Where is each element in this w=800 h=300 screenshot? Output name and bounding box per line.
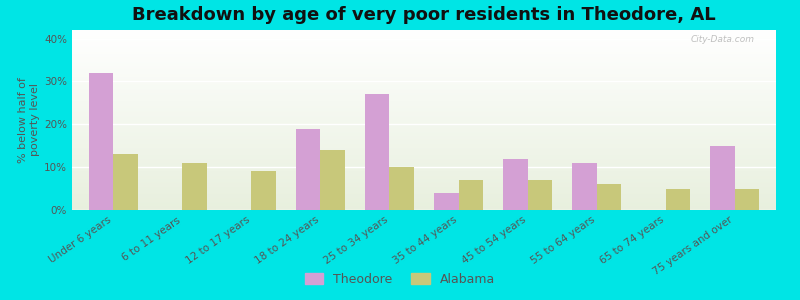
Legend: Theodore, Alabama: Theodore, Alabama [300, 268, 500, 291]
Bar [90, 73, 114, 210]
Bar [434, 193, 458, 210]
Bar [114, 154, 138, 210]
Y-axis label: % below half of
poverty level: % below half of poverty level [18, 77, 40, 163]
Bar [572, 163, 597, 210]
Bar [710, 146, 734, 210]
Bar [296, 129, 321, 210]
Bar [503, 159, 527, 210]
Bar [390, 167, 414, 210]
Bar [251, 171, 276, 210]
Bar [182, 163, 206, 210]
Bar [321, 150, 345, 210]
Bar [366, 94, 390, 210]
Bar [458, 180, 482, 210]
Bar [666, 189, 690, 210]
Bar [597, 184, 621, 210]
Bar [527, 180, 552, 210]
Title: Breakdown by age of very poor residents in Theodore, AL: Breakdown by age of very poor residents … [132, 6, 716, 24]
Bar [734, 189, 758, 210]
Text: City-Data.com: City-Data.com [691, 35, 755, 44]
